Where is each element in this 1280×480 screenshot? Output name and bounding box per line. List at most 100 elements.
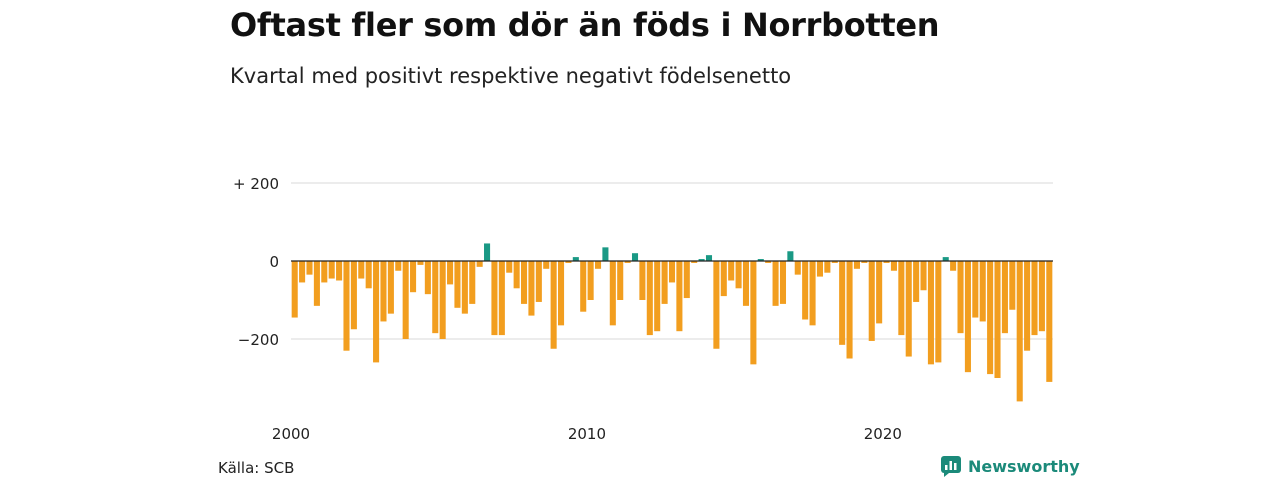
bar — [328, 261, 335, 279]
bar — [350, 261, 357, 330]
x-tick-label: 2020 — [864, 425, 902, 443]
bar — [705, 255, 713, 261]
bar — [683, 261, 690, 299]
bar — [735, 261, 742, 289]
bar — [646, 261, 653, 336]
bar — [994, 261, 1001, 378]
bar — [876, 261, 883, 324]
bar — [691, 261, 698, 263]
bar — [950, 261, 957, 271]
bar — [942, 257, 949, 261]
bar — [558, 261, 565, 326]
bar — [506, 261, 513, 273]
bar — [432, 261, 439, 334]
bar — [787, 251, 794, 261]
bar — [491, 261, 498, 336]
bar — [402, 261, 409, 339]
x-tick-label: 2000 — [272, 425, 310, 443]
bar — [565, 261, 572, 263]
bar — [521, 261, 528, 304]
bar — [1038, 261, 1045, 332]
bar — [750, 261, 757, 365]
newsworthy-logo-icon — [941, 456, 961, 477]
bar — [1024, 261, 1031, 351]
bar — [572, 257, 579, 261]
bar — [1001, 261, 1008, 334]
bar — [631, 253, 639, 261]
chart-title: Oftast fler som dör än föds i Norrbotten — [230, 6, 940, 44]
bar — [1031, 261, 1038, 336]
bar — [365, 261, 372, 289]
bar — [373, 261, 380, 363]
bar — [742, 261, 750, 306]
bar — [935, 261, 942, 363]
bar — [580, 261, 587, 312]
bar — [417, 261, 424, 265]
bar — [484, 243, 491, 261]
bar — [461, 261, 468, 314]
source-note: Källa: SCB — [218, 459, 295, 477]
bar — [439, 261, 446, 339]
bar — [868, 261, 875, 341]
bar — [772, 261, 779, 306]
bar — [550, 261, 557, 349]
bar — [528, 261, 535, 316]
bar — [913, 261, 920, 302]
bar — [343, 261, 350, 351]
bar — [846, 261, 853, 359]
bar — [476, 261, 483, 267]
bar — [1009, 261, 1016, 310]
y-tick-label: −200 — [238, 331, 279, 349]
bar — [313, 261, 320, 306]
bar-chart: + 200 0 −200 2000 2010 2020 — [233, 175, 1053, 443]
bar — [1046, 261, 1053, 382]
bar — [794, 261, 801, 275]
bar — [905, 261, 912, 357]
bar — [447, 261, 454, 285]
bar — [898, 261, 905, 336]
bar — [979, 261, 986, 322]
bar — [535, 261, 542, 302]
bar — [424, 261, 431, 295]
bar — [594, 261, 602, 269]
bar — [853, 261, 860, 269]
y-tick-label: 0 — [269, 253, 279, 271]
bar — [824, 261, 831, 273]
bar — [543, 261, 550, 269]
bar — [668, 261, 676, 283]
bar — [713, 261, 720, 349]
bar — [920, 261, 927, 291]
bar — [720, 261, 727, 297]
bar — [299, 261, 306, 283]
bar — [957, 261, 964, 334]
bar — [617, 261, 624, 300]
bar — [765, 261, 772, 263]
bar — [306, 261, 313, 275]
bar — [1016, 261, 1023, 402]
bar — [639, 261, 646, 300]
bar — [779, 261, 787, 304]
bar — [395, 261, 402, 271]
bar — [380, 261, 387, 322]
brand-name: Newsworthy — [968, 456, 1080, 476]
bar — [498, 261, 505, 336]
bar — [964, 261, 971, 373]
bar — [927, 261, 934, 365]
bar — [454, 261, 461, 308]
x-tick-label: 2010 — [568, 425, 606, 443]
y-tick-label: + 200 — [233, 175, 279, 193]
bar — [839, 261, 846, 345]
bar — [698, 259, 705, 261]
chart-subtitle: Kvartal med positivt respektive negativt… — [230, 64, 792, 88]
bar — [987, 261, 994, 375]
bar — [883, 261, 890, 263]
bar — [358, 261, 365, 279]
bar — [676, 261, 683, 332]
bar — [972, 261, 979, 318]
bar — [757, 259, 764, 261]
bar — [831, 261, 838, 263]
brand-logo: Newsworthy — [940, 455, 1080, 477]
bar — [336, 261, 343, 281]
bar — [624, 261, 631, 263]
bar — [609, 261, 616, 326]
